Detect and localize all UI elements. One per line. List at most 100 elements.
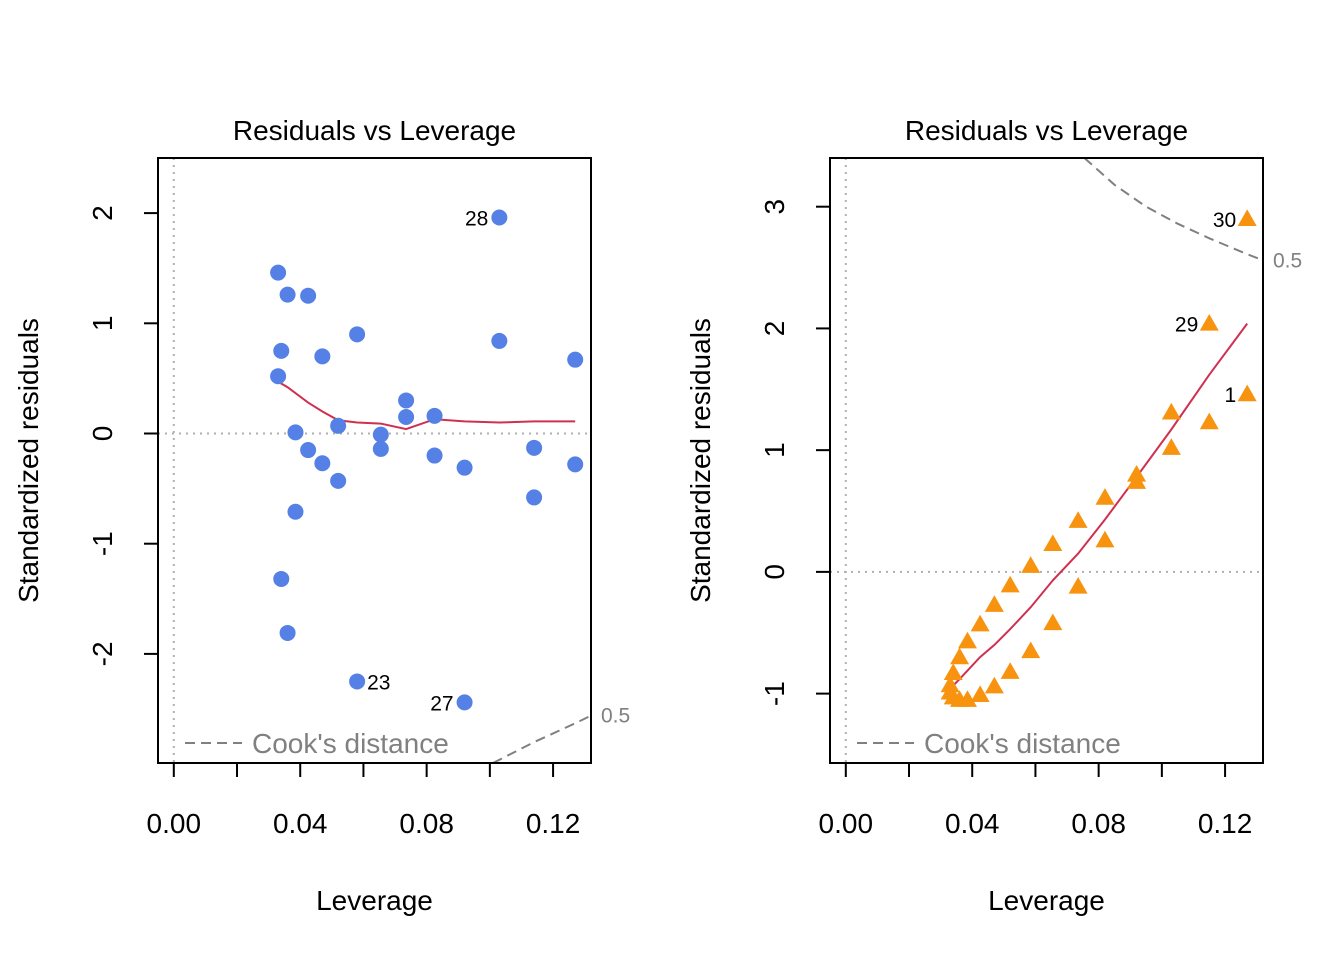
data-point xyxy=(567,351,584,368)
data-point xyxy=(1095,488,1115,505)
data-point xyxy=(943,663,963,681)
data-point xyxy=(984,595,1004,612)
y-axis-label: Standardized residuals xyxy=(685,318,716,603)
y-tick-label: 2 xyxy=(87,205,118,221)
point-label: 23 xyxy=(367,671,390,694)
point-label: 29 xyxy=(1175,314,1198,337)
point-label: 28 xyxy=(465,208,488,231)
data-point xyxy=(1199,412,1219,430)
y-tick-label: 0 xyxy=(87,426,118,442)
data-point xyxy=(456,459,473,476)
data-point xyxy=(287,424,304,441)
data-point xyxy=(491,332,508,349)
data-point xyxy=(372,426,389,443)
data-point xyxy=(1043,534,1063,552)
x-tick-label: 0.08 xyxy=(1071,808,1126,839)
x-axis-label: Leverage xyxy=(316,885,433,916)
x-tick-label: 0.12 xyxy=(1198,808,1253,839)
y-tick-label: -2 xyxy=(87,641,118,666)
plot-frame xyxy=(829,157,1264,764)
data-point xyxy=(372,440,389,457)
smooth-line xyxy=(277,380,576,431)
data-point xyxy=(970,685,990,702)
data-point xyxy=(1237,384,1257,402)
clipped-layer xyxy=(492,714,591,763)
legend-label: Cook's distance xyxy=(252,728,449,759)
data-point xyxy=(330,417,347,434)
data-point xyxy=(1068,576,1088,594)
data-point xyxy=(330,472,347,489)
data-point xyxy=(1127,472,1147,489)
x-tick-label: 0.12 xyxy=(526,808,581,839)
data-point xyxy=(279,624,296,641)
data-point xyxy=(1021,641,1041,659)
y-tick-label: 1 xyxy=(759,442,790,458)
legend-label: Cook's distance xyxy=(924,728,1121,759)
y-tick-label: 2 xyxy=(759,321,790,337)
data-point xyxy=(940,682,960,700)
data-point xyxy=(1161,402,1181,420)
data-point xyxy=(526,439,543,456)
data-point xyxy=(456,694,473,711)
data-point xyxy=(314,348,331,365)
data-point xyxy=(984,676,1004,694)
data-point xyxy=(349,673,366,690)
smooth-line xyxy=(949,323,1249,690)
data-point xyxy=(491,209,508,226)
data-point xyxy=(957,631,977,649)
x-tick-label: 0.04 xyxy=(273,808,328,839)
data-point xyxy=(1095,530,1115,548)
contour-label: 0.5 xyxy=(1273,249,1302,272)
y-tick-label: 1 xyxy=(87,316,118,332)
data-point xyxy=(300,442,317,459)
y-axis-label: Standardized residuals xyxy=(13,318,44,603)
y-tick-label: -1 xyxy=(87,531,118,556)
data-point xyxy=(279,286,296,303)
data-point xyxy=(270,264,287,281)
data-point xyxy=(398,392,415,409)
data-point xyxy=(287,503,304,520)
data-point xyxy=(1021,556,1041,573)
data-point xyxy=(526,489,543,506)
chart-title: Residuals vs Leverage xyxy=(233,115,516,146)
data-point xyxy=(567,456,584,473)
data-point xyxy=(273,570,290,587)
y-tick-label: -1 xyxy=(759,681,790,706)
data-point xyxy=(1161,438,1181,455)
data-point xyxy=(426,407,443,424)
x-tick-label: 0.00 xyxy=(819,808,874,839)
x-tick-label: 0.04 xyxy=(945,808,1000,839)
cooks-distance-contour xyxy=(492,714,591,763)
data-point xyxy=(950,647,970,665)
data-point xyxy=(1068,511,1088,528)
clipped-layer xyxy=(1083,158,1263,262)
data-point xyxy=(314,455,331,472)
data-point xyxy=(426,447,443,464)
data-point xyxy=(1000,662,1020,679)
point-label: 27 xyxy=(430,692,453,715)
data-point xyxy=(349,326,366,343)
contour-label: 0.5 xyxy=(601,705,630,728)
data-point xyxy=(1043,613,1063,631)
x-tick-label: 0.08 xyxy=(399,808,454,839)
y-tick-label: 3 xyxy=(759,199,790,215)
cooks-distance-contour xyxy=(1083,158,1263,262)
y-tick-label: 0 xyxy=(759,564,790,580)
x-tick-label: 0.00 xyxy=(147,808,202,839)
data-point xyxy=(270,368,287,385)
data-point xyxy=(1000,575,1020,593)
data-point xyxy=(300,287,317,304)
point-label: 1 xyxy=(1225,384,1237,407)
point-label: 30 xyxy=(1213,209,1236,232)
data-point xyxy=(970,614,990,632)
data-point xyxy=(1237,209,1257,226)
x-axis-label: Leverage xyxy=(988,885,1105,916)
data-point xyxy=(273,342,290,359)
chart-title: Residuals vs Leverage xyxy=(905,115,1188,146)
data-point xyxy=(1199,314,1219,331)
chart-panel-1: Residuals vs Leverage 28 23 27 0.5 Cook's dis… xyxy=(13,115,630,916)
data-point xyxy=(398,408,415,425)
plot-frame xyxy=(157,157,592,764)
